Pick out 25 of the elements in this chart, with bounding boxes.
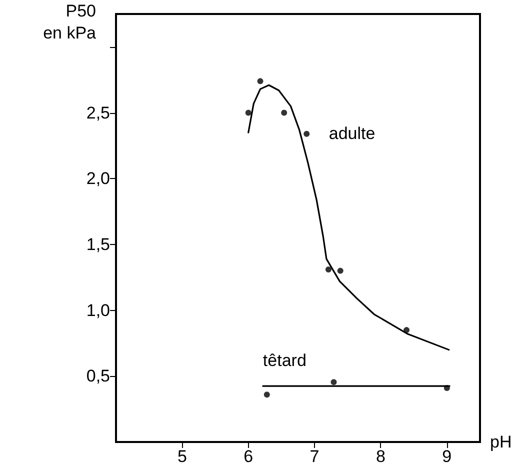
series-label: adulte <box>328 124 376 144</box>
point <box>330 379 337 386</box>
y-tick-label: 0,5 <box>86 366 110 386</box>
y-tick-label: 1,5 <box>86 234 110 254</box>
point <box>257 78 264 84</box>
line-series <box>248 84 450 351</box>
y-tick-label: 1,0 <box>86 300 110 320</box>
point <box>325 266 332 272</box>
y-axis-title: P50 en kPa <box>43 2 97 42</box>
point <box>264 392 270 398</box>
y-tick-label: 2,0 <box>86 169 110 188</box>
x-tick-label: 9 <box>442 447 452 466</box>
point <box>444 385 450 392</box>
x-tick-label: 8 <box>376 447 386 466</box>
point <box>245 110 252 116</box>
x-tick-label: 5 <box>177 447 187 466</box>
series-label: têtard <box>262 351 306 370</box>
point <box>304 130 310 137</box>
x-axis-title: pH <box>490 432 512 452</box>
point <box>337 268 344 274</box>
point <box>281 110 288 116</box>
point <box>404 327 410 334</box>
x-tick-label: 7 <box>310 447 320 466</box>
x-tick-label: 6 <box>244 447 254 466</box>
y-tick-label: 2,5 <box>86 103 110 122</box>
